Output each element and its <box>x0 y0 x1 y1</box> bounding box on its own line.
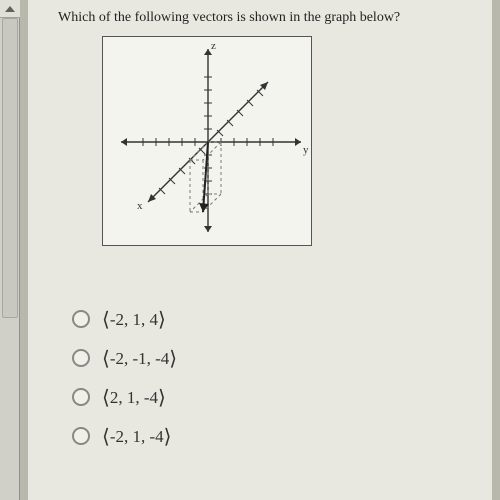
radio-c[interactable] <box>72 388 90 406</box>
radio-d[interactable] <box>72 427 90 445</box>
radio-b[interactable] <box>72 349 90 367</box>
vector-graph: y z x <box>102 36 312 246</box>
page-content: Which of the following vectors is shown … <box>28 0 492 500</box>
question-text: Which of the following vectors is shown … <box>42 10 478 26</box>
option-b[interactable]: ⟨-2, -1, -4⟩ <box>72 345 478 370</box>
radio-a[interactable] <box>72 310 90 328</box>
option-d-label: ⟨-2, 1, -4⟩ <box>102 423 171 448</box>
answer-options: ⟨-2, 1, 4⟩ ⟨-2, -1, -4⟩ ⟨2, 1, -4⟩ ⟨-2, … <box>72 306 478 448</box>
option-a-label: ⟨-2, 1, 4⟩ <box>102 306 166 331</box>
z-axis-label: z <box>211 40 216 52</box>
3d-axes-svg: y z x <box>103 37 313 247</box>
option-c[interactable]: ⟨2, 1, -4⟩ <box>72 384 478 409</box>
scroll-up-button[interactable] <box>0 0 20 18</box>
option-a[interactable]: ⟨-2, 1, 4⟩ <box>72 306 478 331</box>
x-axis-label: x <box>137 200 143 212</box>
scrollbar[interactable] <box>0 0 20 500</box>
chevron-up-icon <box>5 6 15 12</box>
option-d[interactable]: ⟨-2, 1, -4⟩ <box>72 423 478 448</box>
option-b-label: ⟨-2, -1, -4⟩ <box>102 345 177 370</box>
option-c-label: ⟨2, 1, -4⟩ <box>102 384 166 409</box>
scroll-thumb[interactable] <box>2 18 18 318</box>
y-axis-label: y <box>303 144 309 156</box>
